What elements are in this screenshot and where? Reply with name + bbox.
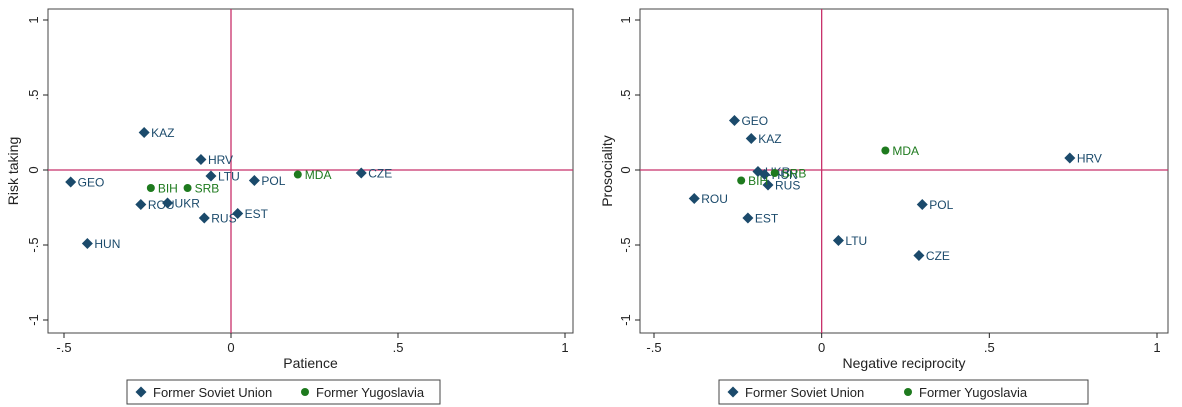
point-label-geo: GEO xyxy=(741,114,768,128)
data-point-geo xyxy=(728,115,740,126)
x-tick-label: 1 xyxy=(1153,340,1160,355)
point-label-hrv: HRV xyxy=(1077,152,1102,166)
legend-marker-yugo xyxy=(904,388,912,396)
y-tick-label: -1 xyxy=(26,314,41,326)
legend-marker-soviet xyxy=(135,386,147,398)
point-label-kaz: KAZ xyxy=(151,126,174,140)
point-label-cze: CZE xyxy=(926,249,950,263)
x-tick-label: 1 xyxy=(561,340,568,355)
legend-box xyxy=(126,379,441,405)
plot-frame xyxy=(639,8,1169,334)
point-label-hun: HUN xyxy=(94,237,120,251)
x-tick-label: .5 xyxy=(393,340,404,355)
legend-label-soviet: Former Soviet Union xyxy=(745,385,864,400)
legend-marker-soviet xyxy=(727,386,739,398)
data-point-est xyxy=(742,212,754,224)
data-point-hrv xyxy=(195,154,207,165)
point-label-rus: RUS xyxy=(775,179,800,193)
legend-marker-yugo xyxy=(301,388,309,396)
point-label-bih: BIH xyxy=(158,182,178,196)
data-point-srb xyxy=(183,184,192,192)
data-point-kaz xyxy=(138,127,150,138)
data-point-hun xyxy=(759,169,771,180)
point-label-rus: RUS xyxy=(211,212,236,226)
point-label-rou: ROU xyxy=(701,192,728,206)
right-scatter-panel: -.5 0 .5 1 -1 -.5 0 .5 1 Negative reciprocity Pros… xyxy=(599,8,1169,405)
point-label-hrv: HRV xyxy=(208,153,233,167)
data-point-rus xyxy=(762,179,774,191)
data-point-pol xyxy=(916,199,928,210)
x-axis-label: Negative reciprocity xyxy=(843,355,966,371)
x-tick-label: -.5 xyxy=(646,340,661,355)
data-point-rou xyxy=(135,199,147,210)
data-point-hrv xyxy=(1064,152,1076,164)
legend-box xyxy=(718,379,1089,405)
data-point-est xyxy=(232,208,244,219)
data-point-cze xyxy=(913,250,925,261)
y-tick-label: 1 xyxy=(26,16,41,23)
data-point-ltu xyxy=(205,170,217,182)
point-label-srb: SRB xyxy=(195,182,220,196)
point-label-ukr: UKR xyxy=(175,197,201,211)
data-point-hun xyxy=(81,238,93,249)
plot-frame xyxy=(47,8,574,334)
point-label-ltu: LTU xyxy=(845,234,867,248)
legend-label-soviet: Former Soviet Union xyxy=(153,385,272,400)
data-point-mda xyxy=(293,170,302,179)
data-point-srb xyxy=(770,169,779,177)
left-scatter-panel: -.5 0 .5 1 -1 -.5 0 .5 1 Patience Risk taking GEO HU… xyxy=(5,8,574,405)
y-tick-label: .5 xyxy=(26,90,41,101)
data-point-bih xyxy=(737,176,746,185)
legend-label-yugo: Former Yugoslavia xyxy=(316,385,425,400)
point-label-srb: SRB xyxy=(782,167,807,181)
point-label-est: EST xyxy=(245,207,269,221)
data-point-kaz xyxy=(745,133,757,144)
point-label-pol: POL xyxy=(929,198,953,212)
y-axis-label: Risk taking xyxy=(5,137,21,205)
y-tick-label: -1 xyxy=(618,314,633,326)
data-point-mda xyxy=(881,146,890,155)
legend: Former Soviet Union Former Yugoslavia xyxy=(718,379,1089,405)
point-label-mda: MDA xyxy=(892,144,919,158)
y-tick-label: 0 xyxy=(618,166,633,173)
point-label-est: EST xyxy=(755,212,779,226)
y-tick-label: .5 xyxy=(618,90,633,101)
data-point-rus xyxy=(198,212,210,224)
data-point-bih xyxy=(146,184,155,192)
point-label-bih: BIH xyxy=(748,174,768,188)
point-label-geo: GEO xyxy=(78,176,105,190)
y-tick-label: -.5 xyxy=(618,237,633,252)
point-label-cze: CZE xyxy=(368,167,392,181)
y-tick-label: 1 xyxy=(618,16,633,23)
y-axis-label: Prosociality xyxy=(599,135,615,207)
point-label-pol: POL xyxy=(261,174,285,188)
legend: Former Soviet Union Former Yugoslavia xyxy=(126,379,441,405)
data-point-pol xyxy=(248,175,260,186)
x-tick-label: -.5 xyxy=(56,340,71,355)
data-point-geo xyxy=(65,176,77,188)
y-tick-label: -.5 xyxy=(26,237,41,252)
point-label-mda: MDA xyxy=(305,168,332,182)
point-label-ltu: LTU xyxy=(218,170,240,184)
legend-label-yugo: Former Yugoslavia xyxy=(919,385,1028,400)
x-tick-label: 0 xyxy=(818,340,825,355)
data-point-ltu xyxy=(832,235,844,246)
x-axis-label: Patience xyxy=(283,355,338,371)
x-tick-label: 0 xyxy=(227,340,234,355)
x-tick-label: .5 xyxy=(984,340,995,355)
y-tick-label: 0 xyxy=(26,166,41,173)
data-point-rou xyxy=(688,193,700,204)
data-point-cze xyxy=(355,167,367,179)
point-label-kaz: KAZ xyxy=(758,132,781,146)
data-point-ukr xyxy=(162,197,174,209)
